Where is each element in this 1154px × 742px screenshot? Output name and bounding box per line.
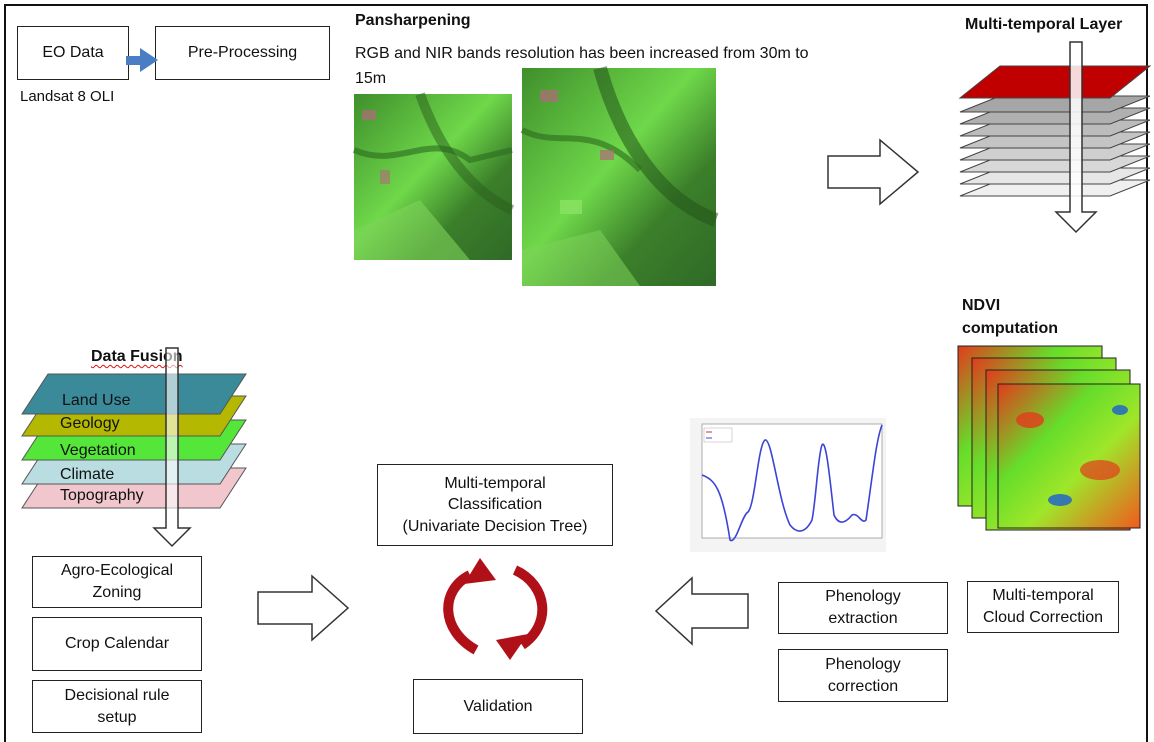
ndvi-image-stack [957,345,1141,531]
agro-ecological-zoning-label: Agro-Ecological Zoning [60,562,174,601]
layer-vegetation-label: Vegetation [60,442,136,459]
hollow-arrow-down-fusion-icon [152,347,192,548]
layer-land-use [21,373,247,415]
validation-box: Validation [413,679,583,734]
ndvi-title: NDVI computation [962,297,1058,338]
phenology-correction-box: Phenology correction [778,649,948,702]
pre-processing-label: Pre-Processing [187,44,298,62]
layer-geology-label: Geology [60,415,120,432]
cloud-correction-box: Multi-temporal Cloud Correction [967,581,1119,633]
decisional-rule-box: Decisional rule setup [32,680,202,733]
phenology-chart [690,418,886,552]
decisional-rule-label: Decisional rule setup [64,686,170,726]
phenology-correction-label: Phenology correction [825,655,901,695]
pansharpening-description: RGB and NIR bands resolution has been in… [355,45,809,87]
hollow-arrow-right-bottom-icon [257,574,350,642]
layer-topography-label: Topography [60,487,144,504]
diagram-frame [4,4,1148,742]
validation-label: Validation [463,697,533,715]
blue-arrow-icon [126,48,158,72]
sensor-label: Landsat 8 OLI [20,88,115,105]
satellite-image-low-res [352,92,515,260]
cycle-arrows-icon [443,558,548,660]
classification-label: Multi-temporal Classification (Univariat… [402,474,588,535]
pansharpening-title: Pansharpening [355,12,471,29]
phenology-extraction-label: Phenology extraction [825,588,901,627]
classification-box: Multi-temporal Classification (Univariat… [377,464,613,546]
crop-calendar-label: Crop Calendar [64,635,170,653]
hollow-arrow-down-stack-icon [1054,41,1098,234]
satellite-image-high-res [520,66,719,286]
multi-temporal-layer-title: Multi-temporal Layer [965,16,1123,33]
hollow-arrow-right-top-icon [827,138,920,206]
phenology-extraction-box: Phenology extraction [778,582,948,634]
phenology-curve [701,424,883,542]
layer-land-use-label: Land Use [62,392,131,409]
eo-data-label: EO Data [42,44,104,62]
pre-processing-box: Pre-Processing [155,26,330,80]
eo-data-box: EO Data [17,26,129,80]
cloud-correction-label: Multi-temporal Cloud Correction [982,587,1104,626]
layer-stack-icon [958,65,1152,197]
layer-climate-label: Climate [60,466,114,483]
crop-calendar-box: Crop Calendar [32,617,202,671]
hollow-arrow-left-icon [654,576,749,646]
agro-ecological-zoning-box: Agro-Ecological Zoning [32,556,202,608]
